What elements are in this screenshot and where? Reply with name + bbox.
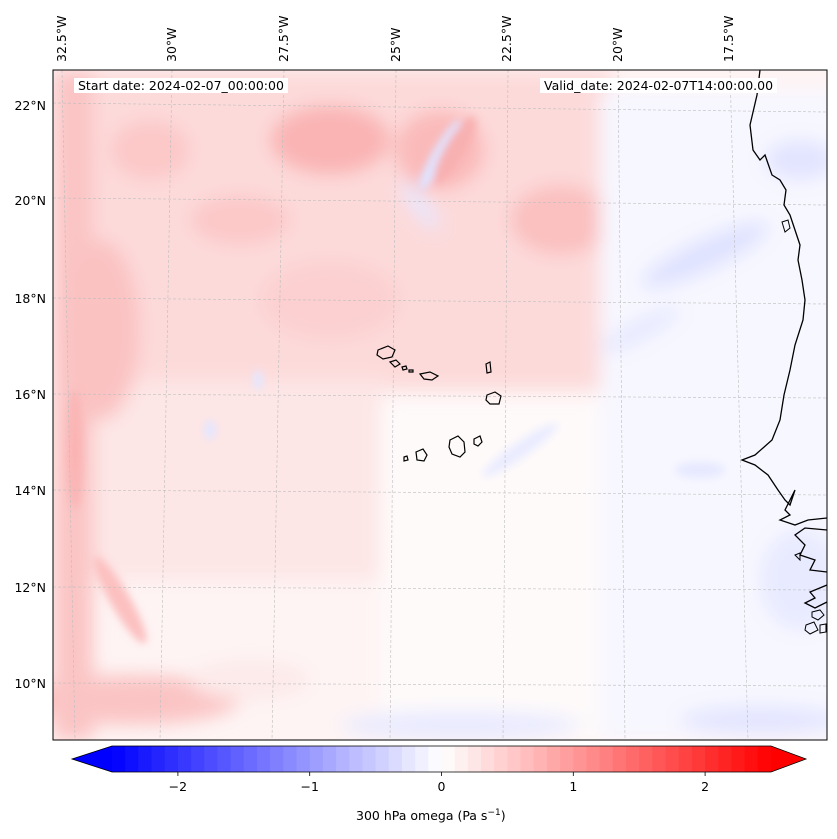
colorbar-segment [626,746,640,772]
colorbar-segment [678,746,693,772]
colorbar-title: 300 hPa omega (Pa s−1) [356,808,506,824]
colorbar: −2 −1 0 1 2 [70,745,808,794]
bissagos-islands [781,219,827,635]
colorbar-segment [349,746,364,772]
colorbar-segment [138,746,153,772]
longitude-label: 17.5°W [721,15,736,62]
colorbar-segment [441,746,456,772]
colorbar-segment [599,746,614,772]
colorbar-segment [533,746,548,772]
colorbar-segment [309,746,324,772]
colorbar-segment [560,746,574,772]
colorbar-segment [388,746,403,772]
colorbar-segment [744,746,759,772]
omega-field-detail [67,116,725,644]
colorbar-segment [718,746,733,772]
latitude-label: 18°N [14,291,46,306]
colorbar-tick-label: 0 [438,779,446,794]
colorbar-segment [177,746,192,772]
colorbar-segment [336,746,350,772]
colorbar-segment [520,746,535,772]
colorbar-tick-label: 1 [569,779,577,794]
omega-field [53,70,827,740]
colorbar-tick-label: −2 [169,779,187,794]
longitude-label: 32.5°W [54,15,69,62]
colorbar-segment [296,746,311,772]
start-date-title: Start date: 2024-02-07_00:00:00 [74,78,288,93]
latitude-label: 22°N [14,98,46,113]
colorbar-segment [546,746,561,772]
colorbar-segment [112,746,126,772]
colorbar-segments [112,746,772,772]
colorbar-segment [428,746,443,772]
colorbar-segment [612,746,627,772]
colorbar-segment [454,746,469,772]
latitude-label: 14°N [14,483,46,498]
colorbar-tick-label: 2 [701,779,709,794]
colorbar-segment [401,746,416,772]
colorbar-segment [705,746,719,772]
colorbar-segment [481,746,495,772]
colorbar-outline [70,745,808,773]
latitude-label: 12°N [14,580,46,595]
colorbar-segment [191,746,205,772]
valid-date-title: Valid_date: 2024-02-07T14:00:00.00 [540,78,778,93]
colorbar-segment [652,746,667,772]
colorbar-segment [639,746,653,772]
longitude-label: 25°W [388,27,403,62]
colorbar-tick-label: −1 [300,779,318,794]
colorbar-segment [467,746,482,772]
colorbar-segment [151,746,166,772]
colorbar-segment [494,746,508,772]
map-panel [53,70,827,740]
colorbar-segment [243,746,258,772]
colorbar-segment [731,746,746,772]
colorbar-segment [322,746,337,772]
colorbar-segment [270,746,284,772]
latitude-label: 10°N [14,676,46,691]
colorbar-segment [665,746,680,772]
colorbar-segment [217,746,232,772]
latitude-label: 20°N [14,193,46,208]
map-frame [52,69,828,741]
graticule [53,70,827,740]
colorbar-segment [691,746,706,772]
colorbar-segment [362,746,377,772]
longitude-label: 30°W [164,27,179,62]
colorbar-segment [586,746,601,772]
colorbar-segment [507,746,522,772]
africa-coastline [740,70,827,609]
colorbar-segment [230,746,245,772]
longitude-label: 20°W [610,27,625,62]
longitude-label: 22.5°W [499,15,514,62]
cape-verde-islands [376,345,502,462]
colorbar-low-extend [72,746,112,772]
longitude-label: 27.5°W [276,15,291,62]
colorbar-high-extend [771,746,806,772]
colorbar-segment [375,746,390,772]
colorbar-segment [757,746,772,772]
colorbar-segment [256,746,271,772]
colorbar-segment [164,746,179,772]
latitude-label: 16°N [14,387,46,402]
colorbar-segment [125,746,139,772]
colorbar-segment [204,746,219,772]
colorbar-segment [415,746,429,772]
colorbar-segment [283,746,298,772]
colorbar-ticks: −2 −1 0 1 2 [169,772,709,794]
colorbar-segment [573,746,588,772]
